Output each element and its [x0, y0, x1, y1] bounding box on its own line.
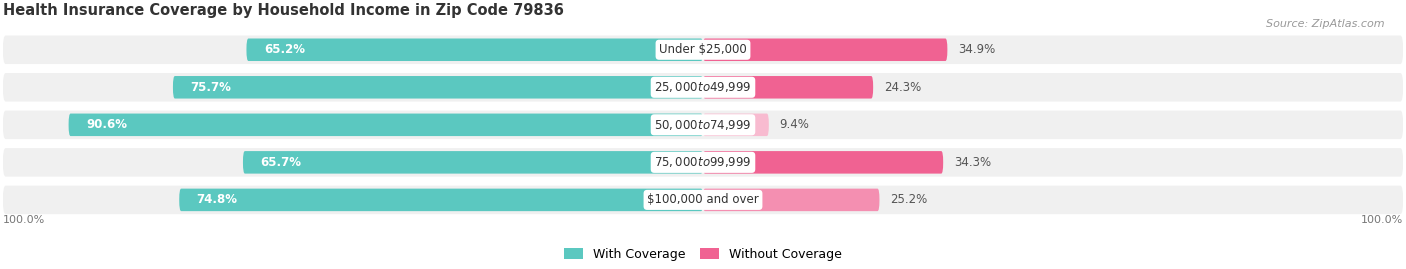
Text: $75,000 to $99,999: $75,000 to $99,999	[654, 155, 752, 169]
Text: Source: ZipAtlas.com: Source: ZipAtlas.com	[1267, 19, 1385, 29]
Text: 24.3%: 24.3%	[883, 81, 921, 94]
Legend: With Coverage, Without Coverage: With Coverage, Without Coverage	[560, 243, 846, 266]
Text: 100.0%: 100.0%	[3, 215, 45, 225]
FancyBboxPatch shape	[179, 189, 703, 211]
Text: $25,000 to $49,999: $25,000 to $49,999	[654, 80, 752, 94]
Text: 100.0%: 100.0%	[1361, 215, 1403, 225]
FancyBboxPatch shape	[3, 148, 1403, 177]
FancyBboxPatch shape	[3, 73, 1403, 101]
Text: Under $25,000: Under $25,000	[659, 43, 747, 56]
Text: 34.9%: 34.9%	[957, 43, 995, 56]
FancyBboxPatch shape	[703, 38, 948, 61]
Text: 75.7%: 75.7%	[190, 81, 232, 94]
FancyBboxPatch shape	[703, 76, 873, 98]
Text: 90.6%: 90.6%	[86, 118, 127, 131]
Text: 9.4%: 9.4%	[779, 118, 810, 131]
FancyBboxPatch shape	[3, 111, 1403, 139]
Text: 65.7%: 65.7%	[260, 156, 301, 169]
FancyBboxPatch shape	[703, 189, 880, 211]
FancyBboxPatch shape	[69, 114, 703, 136]
Text: 25.2%: 25.2%	[890, 193, 927, 206]
Text: Health Insurance Coverage by Household Income in Zip Code 79836: Health Insurance Coverage by Household I…	[3, 3, 564, 18]
FancyBboxPatch shape	[246, 38, 703, 61]
FancyBboxPatch shape	[243, 151, 703, 174]
FancyBboxPatch shape	[173, 76, 703, 98]
Text: $100,000 and over: $100,000 and over	[647, 193, 759, 206]
FancyBboxPatch shape	[3, 36, 1403, 64]
Text: 34.3%: 34.3%	[953, 156, 991, 169]
FancyBboxPatch shape	[3, 186, 1403, 214]
FancyBboxPatch shape	[703, 151, 943, 174]
Text: $50,000 to $74,999: $50,000 to $74,999	[654, 118, 752, 132]
Text: 65.2%: 65.2%	[264, 43, 305, 56]
Text: 74.8%: 74.8%	[197, 193, 238, 206]
FancyBboxPatch shape	[703, 114, 769, 136]
